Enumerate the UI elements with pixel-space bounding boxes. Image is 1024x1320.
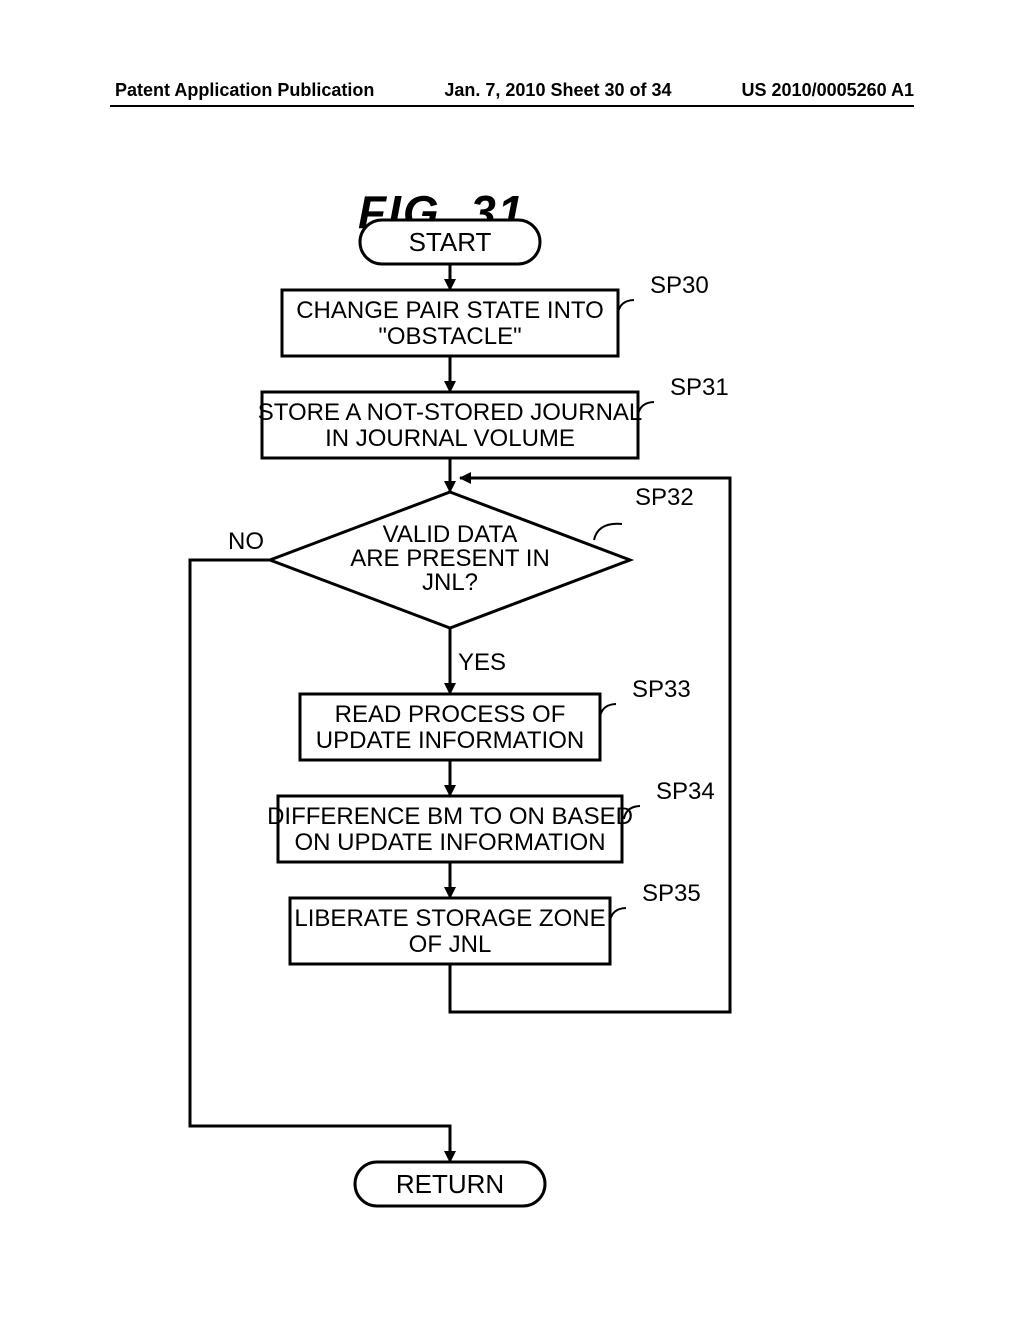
- step-label-sp32: SP32: [635, 484, 694, 511]
- process-sp35-text: LIBERATE STORAGE ZONE: [294, 905, 605, 932]
- step-label-sp35: SP35: [642, 880, 701, 907]
- process-sp35-text: OF JNL: [409, 931, 492, 958]
- decision-sp32-text: ARE PRESENT IN: [350, 545, 550, 572]
- step-label-sp34: SP34: [656, 778, 715, 805]
- process-sp30-text: CHANGE PAIR STATE INTO: [296, 297, 604, 324]
- process-sp33-text: READ PROCESS OF: [335, 701, 566, 728]
- label-leader: [618, 300, 634, 313]
- process-sp31-text: IN JOURNAL VOLUME: [325, 425, 575, 452]
- flowchart-svg: START CHANGE PAIR STATE INTO"OBSTACLE" SP3…: [0, 0, 1024, 1320]
- flowchart-container: START CHANGE PAIR STATE INTO"OBSTACLE" SP3…: [0, 0, 1024, 1320]
- label-leader: [610, 908, 626, 921]
- branch-no: NO: [228, 528, 264, 555]
- process-sp34-text: DIFFERENCE BM TO ON BASED: [267, 803, 633, 830]
- label-leader: [594, 524, 622, 540]
- process-sp34-text: ON UPDATE INFORMATION: [294, 829, 605, 856]
- process-sp33-text: UPDATE INFORMATION: [316, 727, 584, 754]
- decision-sp32-text: JNL?: [422, 569, 478, 596]
- decision-sp32-text: VALID DATA: [383, 521, 518, 548]
- process-sp31-text: STORE A NOT-STORED JOURNAL: [258, 399, 643, 426]
- branch-yes: YES: [458, 649, 506, 676]
- step-label-sp30: SP30: [650, 272, 709, 299]
- label-leader: [600, 704, 616, 717]
- step-label-sp31: SP31: [670, 374, 729, 401]
- terminator-start-label: START: [409, 227, 492, 257]
- step-label-sp33: SP33: [632, 676, 691, 703]
- terminator-return-label: RETURN: [396, 1169, 504, 1199]
- process-sp30-text: "OBSTACLE": [378, 323, 521, 350]
